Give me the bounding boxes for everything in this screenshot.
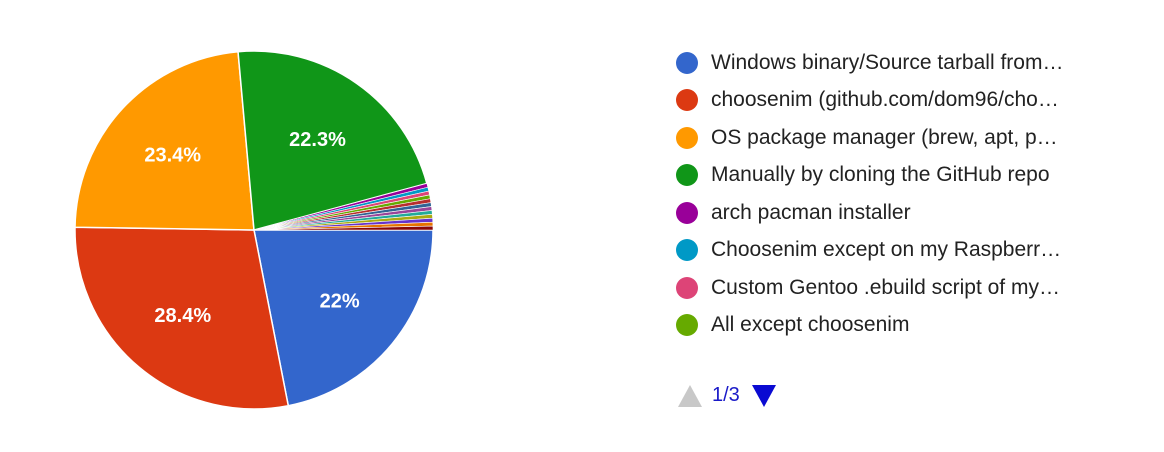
legend-label: arch pacman installer	[711, 200, 911, 224]
slice-label-1: 28.4%	[154, 305, 211, 327]
legend-item[interactable]: Choosenim except on my Raspberr…	[676, 232, 1136, 270]
legend-swatch-icon	[676, 126, 698, 149]
legend-item[interactable]: Windows binary/Source tarball from…	[676, 44, 1136, 82]
slice-label-0: 22%	[320, 291, 360, 313]
pager-label: 1/3	[712, 384, 740, 406]
legend-label: All except choosenim	[711, 313, 910, 337]
legend-label: choosenim (github.com/dom96/cho…	[711, 88, 1059, 112]
slice-label-2: 23.4%	[144, 144, 201, 166]
legend-label: Manually by cloning the GitHub repo	[711, 163, 1050, 187]
pie-slice-1[interactable]	[74, 226, 290, 410]
slice-label-3: 22.3%	[289, 129, 346, 151]
legend-swatch-icon	[676, 164, 698, 187]
pie-slice-0[interactable]	[253, 229, 434, 407]
legend-pager: 1/3	[678, 384, 776, 407]
pie-slice-2[interactable]	[74, 50, 255, 231]
pie-slice-3[interactable]	[237, 50, 428, 231]
legend-swatch-icon	[676, 239, 698, 262]
triangle-up-icon[interactable]	[678, 384, 702, 407]
legend-swatch-icon	[676, 51, 698, 74]
legend: Windows binary/Source tarball from… choos…	[676, 44, 1136, 344]
pie-slice-15[interactable]	[253, 225, 434, 231]
legend-item[interactable]: Custom Gentoo .ebuild script of my…	[676, 269, 1136, 307]
legend-swatch-icon	[676, 314, 698, 337]
legend-label: OS package manager (brew, apt, p…	[711, 125, 1058, 149]
triangle-down-icon[interactable]	[751, 384, 776, 407]
legend-item[interactable]: All except choosenim	[676, 307, 1136, 345]
legend-item[interactable]: arch pacman installer	[676, 194, 1136, 232]
legend-item[interactable]: OS package manager (brew, apt, p…	[676, 119, 1136, 157]
legend-swatch-icon	[676, 201, 698, 224]
legend-swatch-icon	[676, 89, 698, 112]
legend-swatch-icon	[676, 276, 698, 299]
legend-label: Windows binary/Source tarball from…	[711, 50, 1064, 74]
legend-label: Choosenim except on my Raspberr…	[711, 238, 1062, 262]
legend-item[interactable]: choosenim (github.com/dom96/cho…	[676, 82, 1136, 120]
legend-item[interactable]: Manually by cloning the GitHub repo	[676, 157, 1136, 195]
legend-label: Custom Gentoo .ebuild script of my…	[711, 275, 1060, 299]
